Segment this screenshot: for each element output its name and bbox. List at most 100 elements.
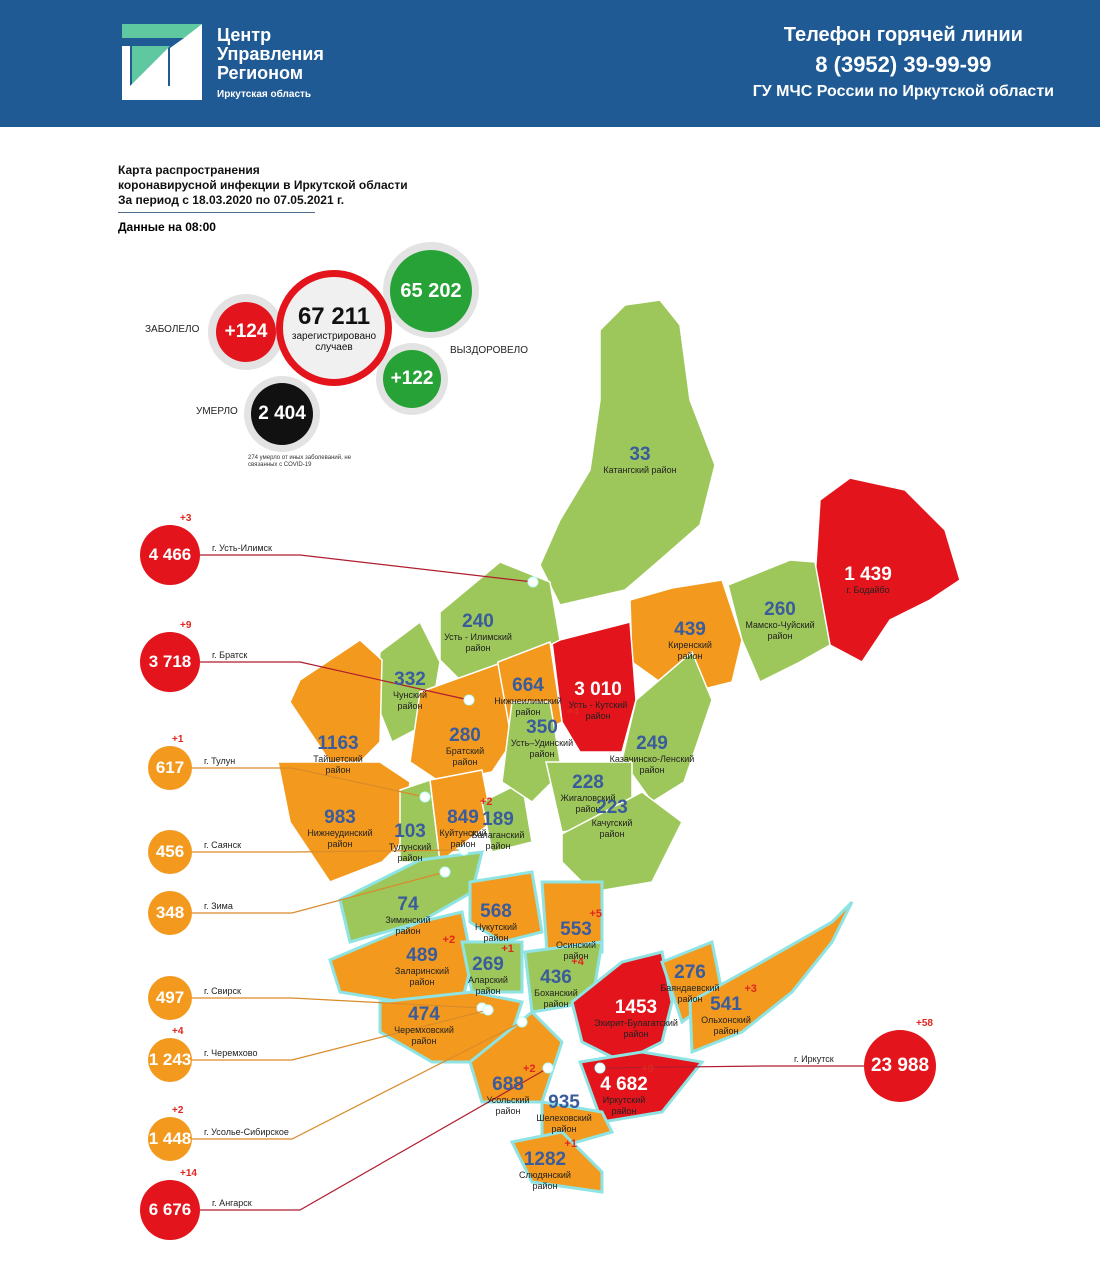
district-label: 228 Жигаловский район xyxy=(561,773,616,815)
city-marker[interactable] xyxy=(516,1016,528,1028)
district-name: район xyxy=(532,1181,558,1191)
district-label: 103 Тулунский район xyxy=(389,822,432,864)
district-value: 276 xyxy=(674,962,706,983)
district-0[interactable] xyxy=(539,299,716,606)
district-name: Тулунский xyxy=(388,842,432,852)
district-17[interactable] xyxy=(561,791,683,893)
district-name: район xyxy=(515,707,541,717)
district-10[interactable] xyxy=(289,639,383,763)
district-15[interactable] xyxy=(501,701,563,803)
district-name: район xyxy=(409,977,435,987)
district-name: Усть–Удинский xyxy=(510,738,574,748)
new-cases-badge: +124 xyxy=(216,302,276,362)
district-name: Боханский xyxy=(534,988,578,998)
hotline-title: Телефон горячей линии xyxy=(783,24,1023,46)
district-value: 223 xyxy=(596,797,628,818)
district-21[interactable] xyxy=(460,940,524,994)
city-name: г. Ангарск xyxy=(212,1198,252,1208)
city-delta: +4 xyxy=(172,1026,184,1037)
district-value: 553 xyxy=(560,919,592,940)
district-31[interactable] xyxy=(509,1130,604,1194)
city-marker[interactable] xyxy=(463,694,475,706)
district-label: 436 Боханский район +4 xyxy=(534,956,584,1010)
city-marker[interactable] xyxy=(527,576,539,588)
district-name: район xyxy=(325,765,351,775)
district-22[interactable] xyxy=(540,880,604,954)
district-value: 240 xyxy=(462,611,494,632)
district-delta: +2 xyxy=(442,934,456,946)
map-title: Карта распространения коронавирусной инф… xyxy=(118,163,408,208)
district-name: район xyxy=(543,999,569,1009)
district-label: 4 682 Иркутский район +9 xyxy=(600,1063,654,1117)
district-19[interactable] xyxy=(328,910,474,1004)
district-28[interactable] xyxy=(688,900,854,1055)
district-name: Усольский xyxy=(486,1095,530,1105)
district-name: Качугский xyxy=(591,818,633,828)
city-name: г. Свирск xyxy=(204,986,241,996)
district-name: Жигаловский xyxy=(560,793,616,803)
district-value: 33 xyxy=(629,444,651,465)
district-delta: +3 xyxy=(744,983,757,995)
district-name: район xyxy=(575,804,601,814)
district-name: Усть - Илимский xyxy=(444,632,512,642)
hotline-org: ГУ МЧС России по Иркутской области xyxy=(752,83,1054,100)
leader-line xyxy=(192,1009,489,1061)
recovered-label: ВЫЗДОРОВЕЛО xyxy=(450,345,529,356)
district-name: район xyxy=(677,651,703,661)
district-label: 1282 Слюдянский район +1 xyxy=(519,1138,577,1192)
district-9[interactable] xyxy=(409,662,513,783)
header: Центр Управления Регионом Иркутская обла… xyxy=(0,0,1100,127)
district-value: 103 xyxy=(394,821,426,842)
city-marker[interactable] xyxy=(594,1062,606,1074)
district-value: 489 xyxy=(406,945,438,966)
city-marker[interactable] xyxy=(439,866,451,878)
district-name: Черемховский xyxy=(394,1025,454,1035)
city-name: г. Иркутск xyxy=(794,1054,834,1064)
district-value: 849 xyxy=(447,807,479,828)
district-26[interactable] xyxy=(570,950,674,1064)
leader-line xyxy=(192,1021,523,1140)
new-cases-label: ЗАБОЛЕЛО xyxy=(145,324,200,335)
city-marker[interactable] xyxy=(542,1062,554,1074)
district-7[interactable] xyxy=(621,650,713,804)
district-3[interactable] xyxy=(629,579,743,693)
district-name: Аларский xyxy=(468,975,508,985)
district-delta: +2 xyxy=(522,1063,536,1075)
district-label: 1 439 г. Бодайбо xyxy=(844,565,892,596)
city-value: 6 676 xyxy=(140,1180,200,1240)
city-marker[interactable] xyxy=(419,791,431,803)
brand-line: Центр xyxy=(217,25,272,45)
district-delta: +1 xyxy=(501,943,514,955)
recovered-badge: 65 202 xyxy=(390,250,472,332)
district-name: район xyxy=(585,711,611,721)
city-value: 1 448 xyxy=(148,1117,192,1161)
city-name: г. Усолье-Сибирское xyxy=(204,1127,289,1137)
city-delta: +2 xyxy=(172,1105,184,1116)
district-name: район xyxy=(563,951,589,961)
city-value: 3 718 xyxy=(140,632,200,692)
district-14[interactable] xyxy=(481,780,533,853)
district-name: район xyxy=(450,839,476,849)
leader-line xyxy=(192,767,426,798)
city-marker[interactable] xyxy=(482,1004,494,1016)
district-label: 189 Балаганский район xyxy=(472,810,525,852)
district-name: район xyxy=(397,853,423,863)
district-delta: +1 xyxy=(564,1138,577,1150)
district-2[interactable] xyxy=(727,559,831,684)
title-line: коронавирусной инфекции в Иркутской обла… xyxy=(118,178,408,192)
deaths-note: 274 умерло от иных заболеваний, не связа… xyxy=(248,455,352,468)
logo-icon xyxy=(122,24,202,100)
hotline-phone[interactable]: 8 (3952) 39-99-99 xyxy=(815,52,992,77)
district-label: 983 Нижнеудинский район xyxy=(307,808,372,850)
district-name: Шелеховский xyxy=(536,1113,592,1123)
district-label: 474 Черемховский район xyxy=(394,1005,454,1047)
district-name: район xyxy=(713,1026,739,1036)
leader-line xyxy=(200,1067,549,1211)
hotline: Телефон горячей линии 8 (3952) 39-99-99 … xyxy=(753,24,1054,101)
city-marker[interactable] xyxy=(458,844,470,856)
district-label: 223 Качугский район xyxy=(592,798,633,840)
district-value: 269 xyxy=(472,954,504,975)
district-name: район xyxy=(397,701,423,711)
district-20[interactable] xyxy=(468,870,544,944)
